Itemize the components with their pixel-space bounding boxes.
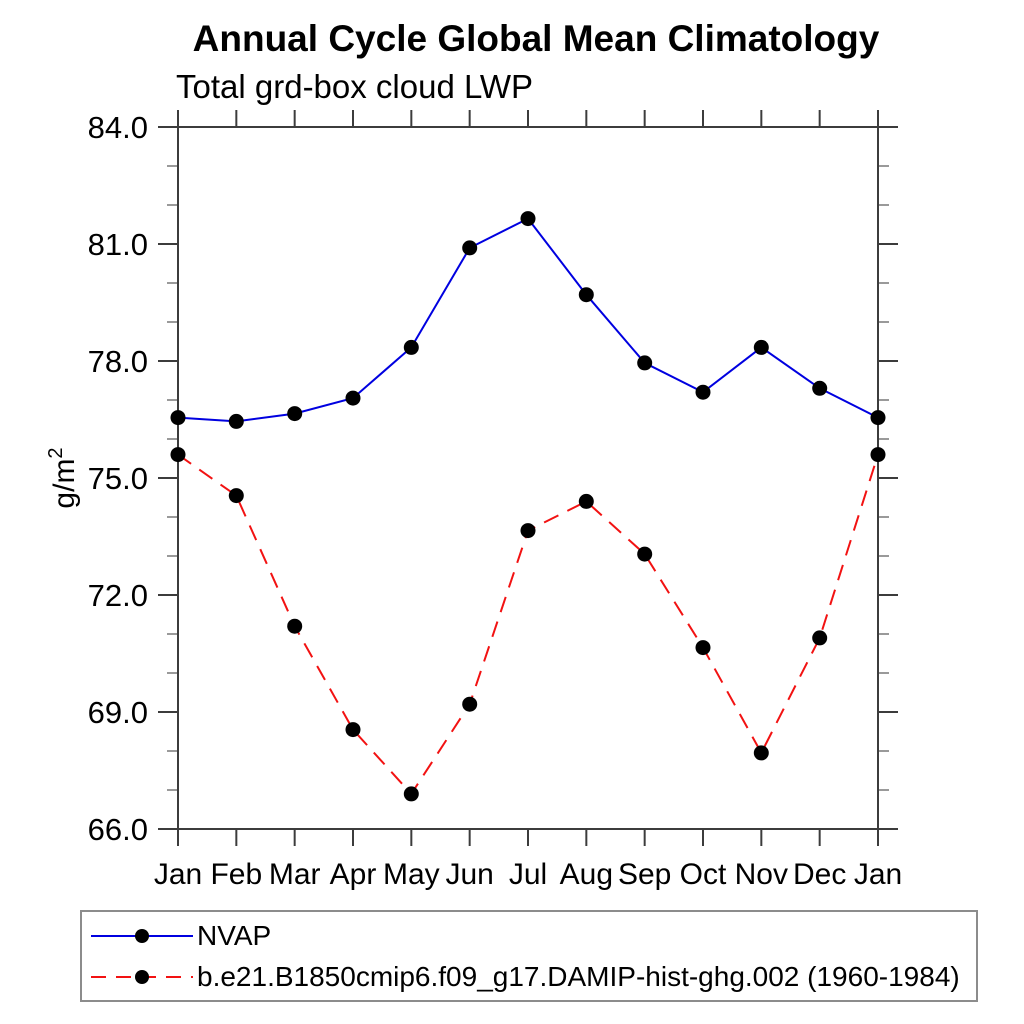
data-point [870, 410, 886, 426]
data-point [287, 406, 303, 422]
data-point [578, 287, 594, 303]
y-tick-label: 78.0 [88, 344, 148, 379]
x-tick-label: Oct [680, 858, 727, 891]
legend-row-nvap: NVAP [87, 919, 976, 953]
data-point [170, 410, 186, 426]
data-point [753, 339, 769, 355]
x-tick-label: Jul [509, 858, 547, 891]
plot-frame [177, 126, 879, 830]
data-point [345, 390, 361, 406]
axis-ticks [158, 110, 898, 846]
data-point [753, 745, 769, 761]
data-point [520, 211, 536, 227]
y-tick-label: 84.0 [88, 110, 148, 145]
data-point [228, 488, 244, 504]
data-point [578, 493, 594, 509]
legend-line-solid-sample [91, 928, 193, 943]
x-tick-label: Nov [735, 858, 788, 891]
data-point [637, 546, 653, 562]
y-tick-label: 69.0 [88, 695, 148, 730]
y-tick-label: 75.0 [88, 461, 148, 496]
x-tick-label: Aug [560, 858, 613, 891]
legend: NVAP b.e21.B1850cmip6.f09_g17.DAMIP-hist… [80, 910, 978, 1002]
data-point [812, 630, 828, 646]
data-series [170, 211, 886, 802]
y-axis-title: g/m2 [45, 447, 81, 508]
legend-model-marker-icon [135, 969, 149, 984]
data-point [462, 696, 478, 712]
x-tick-label: Jun [445, 858, 493, 891]
series-line-0 [177, 217, 879, 423]
data-point [695, 640, 711, 656]
x-tick-label: Mar [269, 858, 321, 891]
data-point [345, 722, 361, 738]
x-tick-label: Jan [154, 858, 202, 891]
data-point [287, 618, 303, 634]
x-tick-label: Jan [854, 858, 902, 891]
y-tick-label: 66.0 [88, 812, 148, 847]
data-point [170, 447, 186, 463]
x-axis-tick-labels: Jan Feb Mar Apr May Jun Jul Aug Sep Oct Nov Dec Jan [154, 858, 902, 891]
data-point [812, 380, 828, 396]
data-point [403, 339, 419, 355]
data-point [520, 523, 536, 539]
x-tick-label: Apr [330, 858, 377, 891]
legend-label-nvap: NVAP [197, 919, 272, 951]
data-point [637, 355, 653, 371]
legend-row-model: b.e21.B1850cmip6.f09_g17.DAMIP-hist-ghg.… [87, 960, 976, 994]
x-tick-label: Sep [618, 858, 671, 891]
y-tick-label: 81.0 [88, 227, 148, 262]
legend-label-model: b.e21.B1850cmip6.f09_g17.DAMIP-hist-ghg.… [197, 960, 960, 992]
x-tick-label: Feb [210, 858, 262, 891]
x-tick-label: Dec [793, 858, 846, 891]
chart-subtitle: Total grd-box cloud LWP [176, 68, 534, 105]
series-line-1 [177, 453, 879, 796]
chart-title: Annual Cycle Global Mean Climatology [192, 18, 880, 59]
legend-nvap-marker-icon [135, 928, 149, 943]
data-point [403, 786, 419, 802]
data-point [228, 413, 244, 429]
data-point [870, 447, 886, 463]
x-tick-label: May [383, 858, 440, 891]
data-point [695, 384, 711, 400]
y-tick-label: 72.0 [88, 578, 148, 613]
legend-line-dashed-sample [91, 969, 193, 984]
y-axis-tick-labels: 66.0 69.0 72.0 75.0 78.0 81.0 84.0 [88, 110, 148, 847]
data-point [462, 240, 478, 256]
